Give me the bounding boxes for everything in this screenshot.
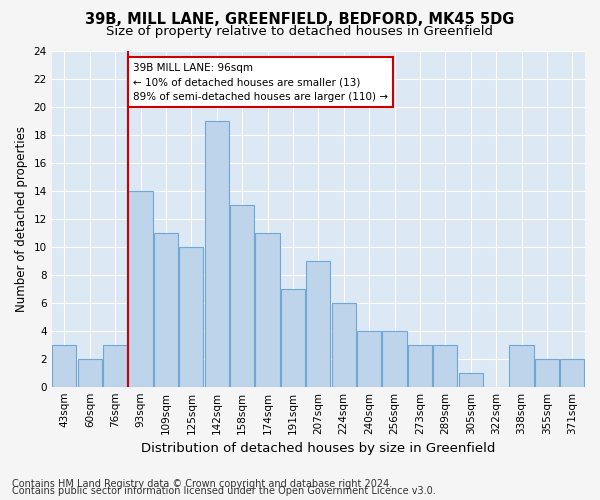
Bar [230, 205, 254, 386]
Bar [154, 233, 178, 386]
Bar [357, 331, 381, 386]
Bar [433, 345, 457, 387]
Text: Size of property relative to detached houses in Greenfield: Size of property relative to detached ho… [107, 25, 493, 38]
Bar [332, 303, 356, 386]
Bar [509, 345, 533, 387]
Bar [103, 345, 127, 387]
Bar [77, 358, 102, 386]
Text: Contains public sector information licensed under the Open Government Licence v3: Contains public sector information licen… [12, 486, 436, 496]
Bar [256, 233, 280, 386]
Bar [306, 261, 331, 386]
X-axis label: Distribution of detached houses by size in Greenfield: Distribution of detached houses by size … [141, 442, 496, 455]
Bar [408, 345, 432, 387]
Bar [382, 331, 407, 386]
Bar [535, 358, 559, 386]
Bar [281, 289, 305, 386]
Bar [560, 358, 584, 386]
Bar [52, 345, 76, 387]
Text: 39B, MILL LANE, GREENFIELD, BEDFORD, MK45 5DG: 39B, MILL LANE, GREENFIELD, BEDFORD, MK4… [85, 12, 515, 28]
Y-axis label: Number of detached properties: Number of detached properties [15, 126, 28, 312]
Text: Contains HM Land Registry data © Crown copyright and database right 2024.: Contains HM Land Registry data © Crown c… [12, 479, 392, 489]
Bar [128, 191, 152, 386]
Bar [458, 372, 483, 386]
Bar [205, 122, 229, 386]
Text: 39B MILL LANE: 96sqm
← 10% of detached houses are smaller (13)
89% of semi-detac: 39B MILL LANE: 96sqm ← 10% of detached h… [133, 62, 388, 102]
Bar [179, 247, 203, 386]
